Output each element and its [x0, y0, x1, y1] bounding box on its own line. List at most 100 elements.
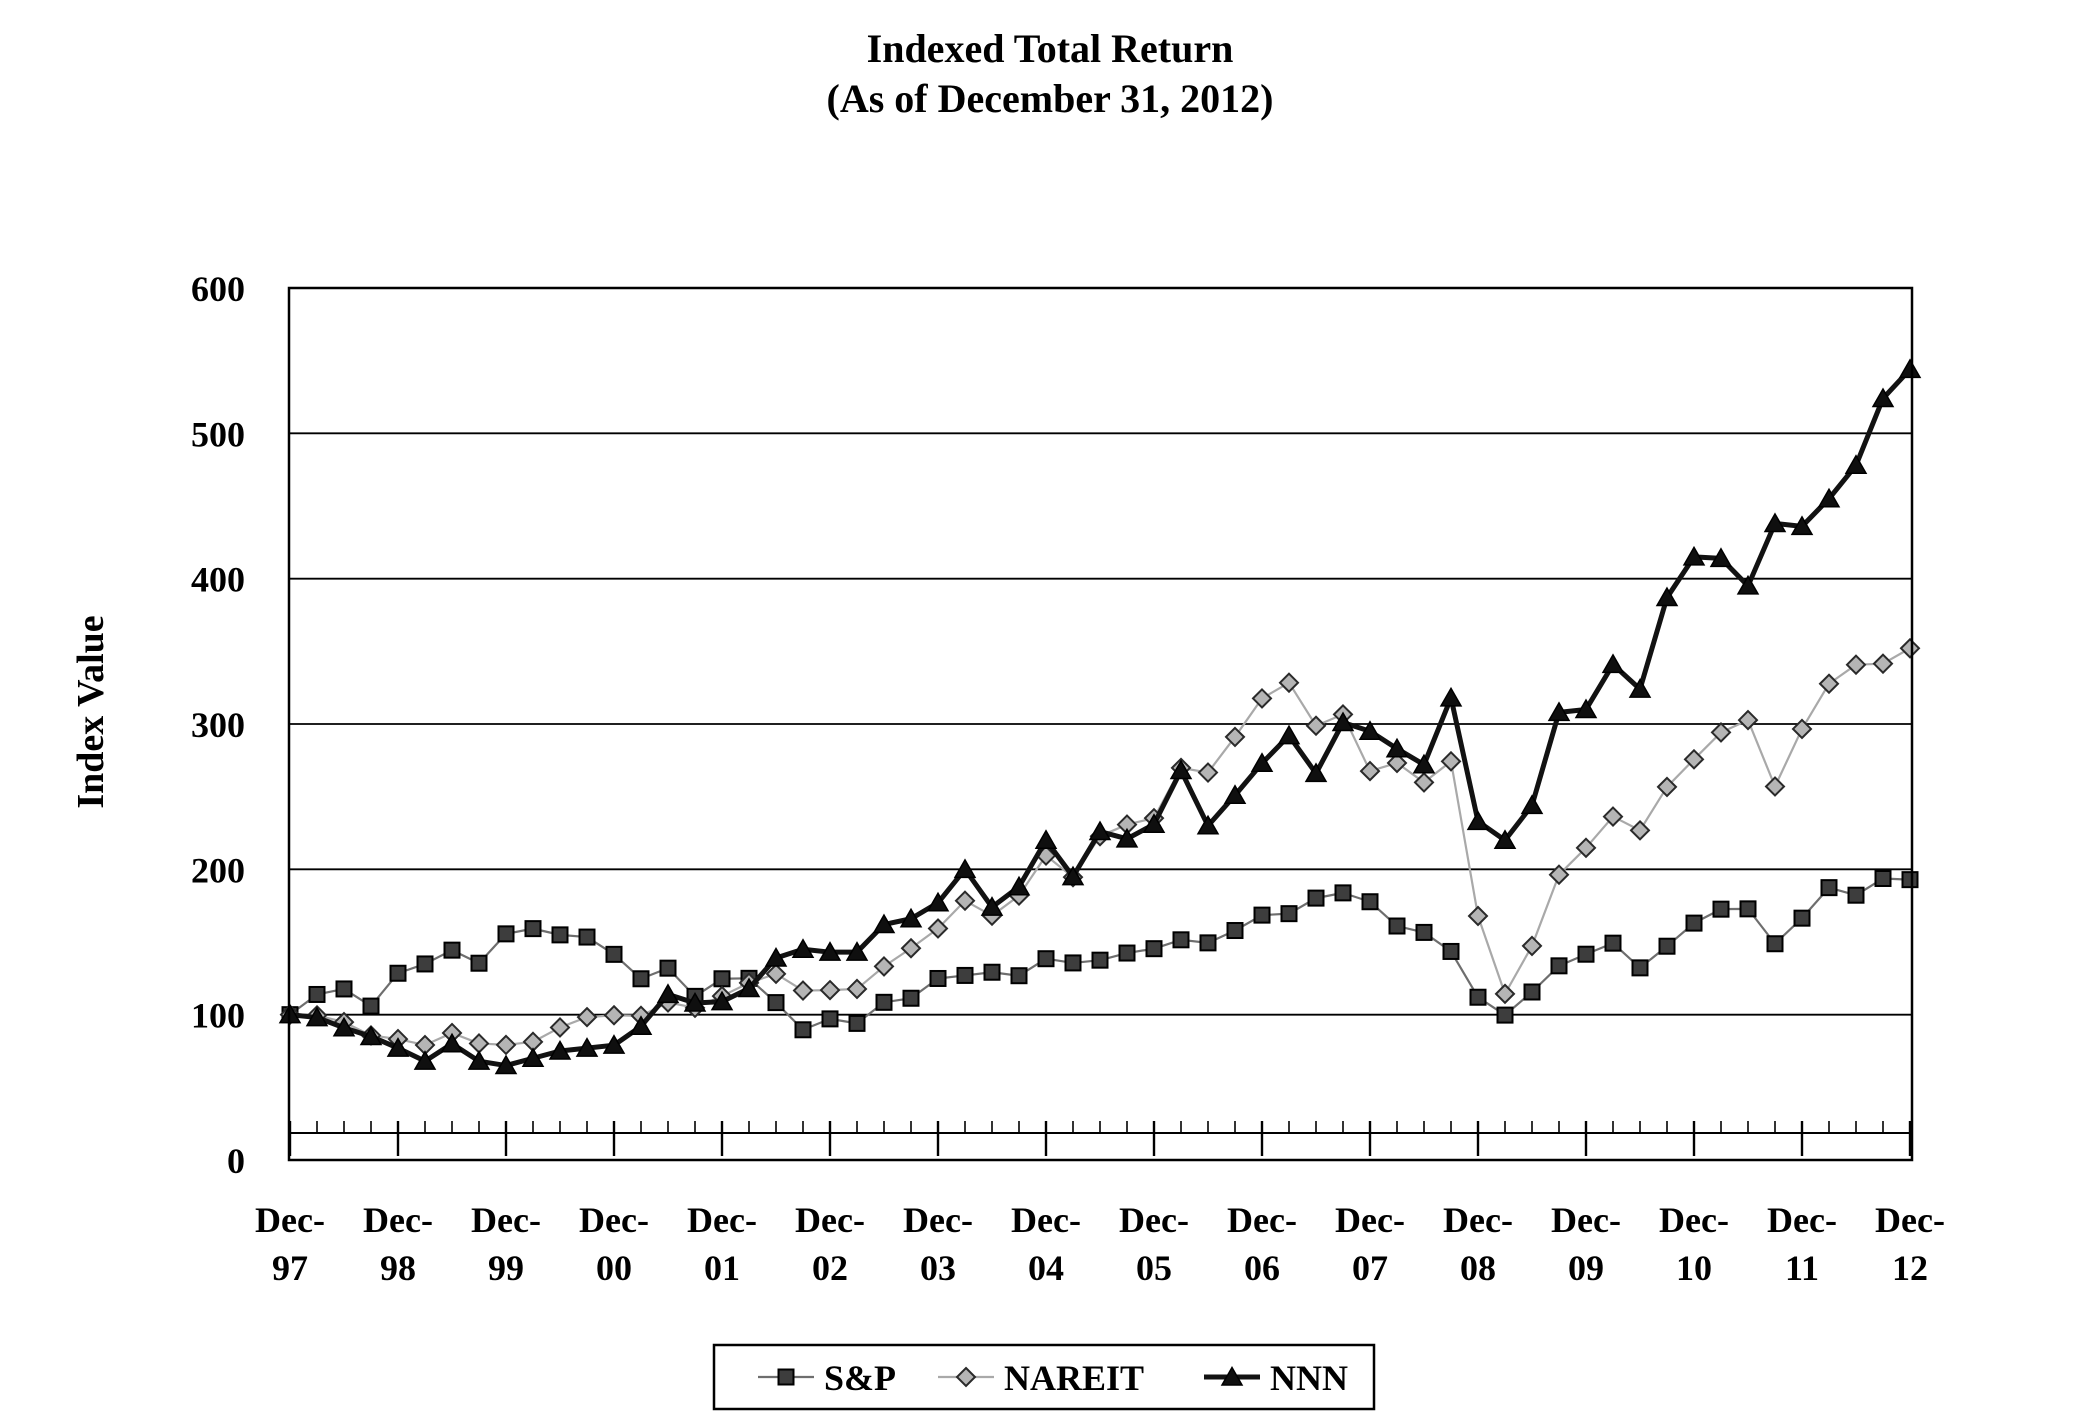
data-point-marker	[332, 1016, 356, 1037]
data-point-marker	[1790, 515, 1814, 536]
data-point-marker	[335, 980, 353, 998]
x-tick-label-month: Dec-	[363, 1200, 433, 1240]
data-point-marker	[1277, 724, 1301, 745]
data-point-marker	[848, 1014, 866, 1032]
data-point-marker	[1547, 701, 1571, 722]
data-point-marker	[1415, 923, 1433, 941]
gridlines	[289, 432, 1912, 1016]
y-tick-label-100: 100	[191, 996, 245, 1036]
data-point-marker	[629, 1015, 653, 1036]
data-point-marker	[494, 1054, 518, 1075]
data-point-marker	[1604, 934, 1622, 952]
x-tick-label-year: 08	[1460, 1248, 1496, 1288]
data-point-marker	[929, 969, 947, 987]
data-point-marker	[1304, 762, 1328, 783]
data-point-marker	[980, 896, 1004, 916]
data-point-marker	[1494, 983, 1516, 1005]
data-point-marker	[1709, 547, 1733, 568]
legend-glyphs	[758, 1365, 1260, 1388]
data-point-marker	[1467, 905, 1489, 927]
data-point-marker	[521, 1047, 545, 1068]
data-point-marker	[1548, 864, 1570, 886]
data-point-marker	[953, 858, 977, 879]
y-tick-label-300: 300	[191, 705, 245, 745]
data-point-marker	[1088, 820, 1112, 841]
data-point-marker	[632, 970, 650, 988]
data-point-marker	[873, 956, 895, 977]
data-point-marker	[1847, 886, 1865, 904]
data-point-marker	[1007, 875, 1031, 896]
data-point-marker	[1793, 909, 1811, 927]
series-line-diamond	[289, 647, 1911, 1047]
data-point-marker	[1010, 967, 1028, 985]
x-tick-label-month: Dec-	[903, 1200, 973, 1240]
x-tick-label-month: Dec-	[1011, 1200, 1081, 1240]
data-point-marker	[1145, 940, 1163, 958]
data-point-marker	[737, 977, 761, 998]
data-point-marker	[1358, 720, 1382, 741]
data-point-marker	[819, 979, 841, 1001]
data-point-marker	[1766, 935, 1784, 953]
data-point-marker	[551, 926, 569, 944]
chart-title: Indexed Total Return	[867, 26, 1234, 71]
data-point-marker	[1197, 762, 1219, 783]
data-point-marker	[1629, 819, 1651, 841]
data-point-marker	[764, 946, 788, 967]
data-point-marker	[1683, 748, 1705, 770]
legend-label-nnn: NNN	[1270, 1358, 1348, 1398]
data-point-marker	[1361, 893, 1379, 911]
x-tick-label-year: 98	[380, 1248, 416, 1288]
data-point-marker	[575, 1037, 599, 1057]
y-tick-label-600: 600	[191, 269, 245, 309]
data-point-marker	[818, 941, 842, 961]
x-axis-ticks	[288, 1121, 1912, 1156]
data-point-marker	[1359, 760, 1381, 782]
data-point-marker	[1872, 653, 1894, 675]
x-tick-label-year: 05	[1136, 1248, 1172, 1288]
data-point-marker	[659, 959, 677, 977]
data-point-marker	[1307, 889, 1325, 907]
data-point-marker	[792, 980, 814, 1001]
data-point-marker	[305, 1006, 329, 1027]
data-point-marker	[1253, 906, 1271, 924]
data-point-marker	[1656, 776, 1678, 798]
data-point-marker	[1412, 753, 1436, 774]
data-point-marker	[1064, 954, 1082, 972]
data-point-marker	[1682, 545, 1706, 566]
data-point-marker	[1820, 879, 1838, 897]
data-point-marker	[821, 1010, 839, 1028]
data-point-marker	[954, 890, 976, 912]
x-tick-label-month: Dec-	[1443, 1200, 1513, 1240]
series-sp	[281, 869, 1919, 1039]
data-point-marker	[1091, 951, 1109, 969]
legend-marker-diamond	[955, 1366, 977, 1388]
data-point-marker	[468, 1033, 490, 1054]
series-nnn	[278, 358, 1922, 1075]
data-point-marker	[1631, 959, 1649, 977]
x-tick-label-month: Dec-	[1875, 1200, 1945, 1240]
data-point-marker	[1118, 944, 1136, 962]
data-point-marker	[1493, 829, 1517, 850]
data-point-marker	[1388, 917, 1406, 935]
data-point-marker	[794, 1021, 812, 1039]
legend-box	[712, 1343, 1376, 1411]
data-point-marker	[1791, 718, 1813, 740]
data-point-marker	[1469, 988, 1487, 1006]
data-point-marker	[1658, 937, 1676, 955]
data-point-marker	[1523, 983, 1541, 1001]
data-point-marker	[1628, 678, 1652, 698]
data-point-marker	[1874, 869, 1892, 887]
x-tick-label-year: 09	[1568, 1248, 1604, 1288]
x-tick-label-month: Dec-	[1767, 1200, 1837, 1240]
data-point-marker	[1575, 837, 1597, 859]
data-point-marker	[1845, 654, 1867, 676]
x-tick-label-year: 10	[1676, 1248, 1712, 1288]
data-point-marker	[495, 1034, 517, 1056]
data-point-marker	[1413, 772, 1435, 793]
data-point-marker	[1226, 922, 1244, 940]
x-tick-label-year: 03	[920, 1248, 956, 1288]
data-point-marker	[1280, 905, 1298, 923]
data-point-marker	[576, 1006, 598, 1028]
data-point-marker	[440, 1032, 464, 1053]
